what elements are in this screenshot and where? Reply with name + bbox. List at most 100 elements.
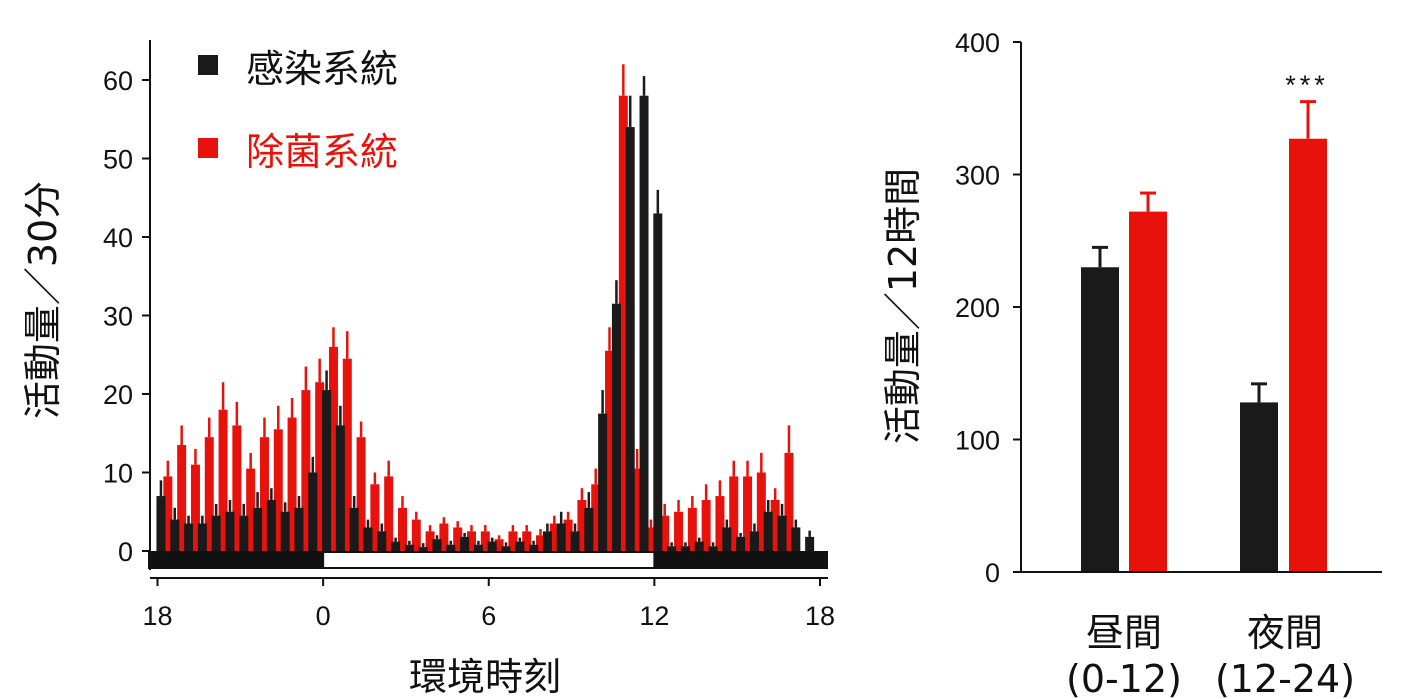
sterile-bar	[660, 515, 670, 551]
dark-period-bar	[148, 551, 324, 569]
legend: 感染系統 除菌系統	[198, 47, 398, 174]
sterile-summary-bar	[1289, 138, 1327, 572]
y-tick-label: 50	[103, 145, 133, 175]
sterile-bar	[770, 499, 780, 551]
legend-swatch-sterile	[198, 138, 218, 158]
sterile-bar	[701, 499, 711, 551]
x-tick-label: 18	[805, 601, 835, 631]
infected-bar	[308, 472, 318, 551]
x-tick-label: 6	[481, 601, 496, 631]
y-tick-label: 40	[103, 223, 133, 253]
sterile-bar	[315, 382, 325, 551]
sterile-bar	[287, 417, 297, 551]
infected-bar	[335, 425, 345, 551]
y-tick-label: 10	[103, 459, 133, 489]
infected-bar	[611, 303, 621, 551]
left-x-axis-label: 環境時刻	[409, 655, 561, 699]
right-x-categories: 昼間(0-12) 夜間(12-24)	[1066, 611, 1355, 699]
sterile-bar	[618, 95, 628, 551]
y-tick-label: 100	[955, 426, 1000, 456]
infected-bar	[184, 523, 194, 551]
sterile-bar	[591, 484, 601, 551]
infected-bar	[556, 523, 566, 551]
sterile-bar	[342, 358, 352, 551]
infected-bar	[377, 531, 387, 551]
infected-bar	[225, 511, 235, 551]
sterile-bar	[729, 476, 739, 551]
infected-bar	[156, 496, 166, 551]
sterile-bar	[494, 539, 504, 551]
dark-period-bar	[654, 551, 828, 569]
infected-bar	[584, 507, 594, 551]
sterile-bar	[425, 531, 435, 551]
infected-bar	[736, 536, 746, 551]
left-y-axis-label: 活動量／30分	[21, 181, 65, 419]
infected-bar	[667, 546, 677, 551]
left-x-ticks: 18 0 6 12 18	[142, 578, 835, 631]
infected-bar	[197, 523, 207, 551]
y-tick-label: 20	[103, 380, 133, 410]
right-y-ticks: 0 100 200 300 400	[955, 28, 1021, 588]
infected-bar	[487, 541, 497, 551]
sterile-bar	[232, 425, 242, 551]
infected-bar	[239, 515, 249, 551]
infected-bar	[763, 511, 773, 551]
sterile-bar	[328, 346, 338, 551]
sterile-bar	[190, 464, 200, 551]
sterile-bar	[453, 527, 463, 551]
sterile-bar	[784, 452, 794, 551]
category-range-label: (12-24)	[1215, 657, 1355, 699]
infected-bar	[777, 515, 787, 551]
infected-bar	[363, 527, 373, 551]
infected-bar	[170, 519, 180, 551]
infected-summary-bar	[1081, 267, 1119, 572]
legend-label-sterile: 除菌系統	[246, 130, 398, 174]
category-label: 昼間	[1086, 611, 1162, 655]
sterile-bar	[370, 484, 380, 551]
y-tick-label: 0	[985, 558, 1000, 588]
infected-bar	[280, 511, 290, 551]
infected-bar	[653, 213, 663, 551]
infected-bar	[791, 527, 801, 551]
sterile-bar	[632, 468, 642, 551]
y-tick-label: 200	[955, 293, 1000, 323]
infected-bar	[432, 539, 442, 551]
infected-bar	[722, 527, 732, 551]
infected-bar	[542, 531, 552, 551]
sterile-bar	[646, 527, 656, 551]
light-dark-bar	[148, 551, 828, 569]
sterile-bar	[246, 468, 256, 551]
y-tick-label: 60	[103, 66, 133, 96]
infected-summary-bar	[1240, 402, 1278, 572]
sterile-bar	[218, 409, 228, 551]
summary-chart: 0 100 200 300 400 昼間(0-12) 夜間(12-24) *** 活動量／…	[881, 28, 1382, 699]
infected-bar	[639, 95, 649, 551]
infected-bar	[625, 127, 635, 551]
sterile-bar	[163, 476, 173, 551]
left-y-ticks: 0 10 20 30 40 50 60	[103, 66, 150, 567]
sterile-bar	[522, 531, 532, 551]
sterile-bar	[356, 437, 366, 551]
infected-bar	[598, 413, 608, 551]
sterile-bar	[756, 472, 766, 551]
infected-bar	[322, 390, 332, 551]
category-range-label: (0-12)	[1066, 657, 1182, 699]
infected-bar	[294, 507, 304, 551]
sterile-bar	[743, 476, 753, 551]
infected-bar	[460, 536, 470, 551]
y-tick-label: 300	[955, 161, 1000, 191]
sterile-bar	[480, 531, 490, 551]
infected-bar	[708, 546, 718, 551]
infected-bar	[501, 546, 511, 551]
infected-bar	[404, 544, 414, 551]
x-tick-label: 0	[316, 601, 331, 631]
sterile-bar	[466, 531, 476, 551]
infected-bar	[418, 547, 428, 551]
sterile-bar	[411, 519, 421, 551]
infected-bar	[694, 541, 704, 551]
sterile-bar	[536, 535, 546, 551]
sterile-bar	[259, 437, 269, 551]
infected-bar	[805, 536, 815, 551]
legend-swatch-infected	[198, 55, 218, 75]
